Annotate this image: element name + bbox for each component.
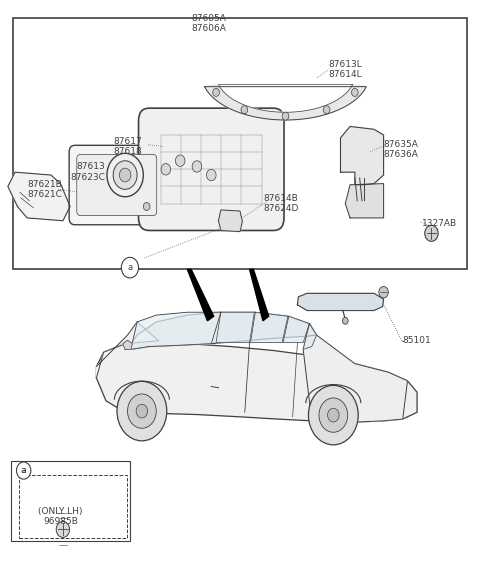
Circle shape <box>282 112 289 120</box>
Polygon shape <box>216 312 254 343</box>
Polygon shape <box>123 340 132 350</box>
Polygon shape <box>345 183 384 218</box>
Circle shape <box>342 317 348 324</box>
Circle shape <box>113 161 137 189</box>
Circle shape <box>323 105 330 113</box>
Text: 87613L
87614L: 87613L 87614L <box>328 60 362 79</box>
Circle shape <box>107 154 144 197</box>
Circle shape <box>319 398 348 432</box>
Text: 1327AB: 1327AB <box>422 219 457 228</box>
FancyBboxPatch shape <box>139 108 284 230</box>
Polygon shape <box>128 312 317 350</box>
Circle shape <box>120 168 131 182</box>
Text: 87621B
87621C: 87621B 87621C <box>27 179 62 199</box>
Circle shape <box>121 257 139 278</box>
Circle shape <box>144 202 150 210</box>
Polygon shape <box>283 316 310 343</box>
Text: a: a <box>21 466 26 475</box>
Text: 87635A
87636A: 87635A 87636A <box>384 140 419 159</box>
Polygon shape <box>340 127 384 185</box>
Circle shape <box>56 521 70 537</box>
Polygon shape <box>8 172 70 221</box>
Circle shape <box>136 405 148 418</box>
Polygon shape <box>187 269 214 321</box>
Circle shape <box>192 161 202 172</box>
Circle shape <box>117 382 167 441</box>
Circle shape <box>206 169 216 180</box>
Bar <box>12 18 468 269</box>
Text: a: a <box>21 466 26 475</box>
Circle shape <box>16 462 31 479</box>
Text: (ONLY LH)
96985B: (ONLY LH) 96985B <box>38 507 83 526</box>
Circle shape <box>213 88 219 96</box>
Polygon shape <box>298 293 384 311</box>
Polygon shape <box>218 210 242 231</box>
Circle shape <box>309 386 358 445</box>
Polygon shape <box>303 324 317 350</box>
Text: 87605A
87606A: 87605A 87606A <box>192 14 227 33</box>
Text: 87614B
87624D: 87614B 87624D <box>263 194 299 213</box>
Polygon shape <box>131 312 221 350</box>
Circle shape <box>175 155 185 167</box>
Polygon shape <box>96 322 158 378</box>
Circle shape <box>425 225 438 241</box>
Circle shape <box>379 286 388 298</box>
Polygon shape <box>96 341 417 422</box>
Polygon shape <box>204 85 366 120</box>
FancyBboxPatch shape <box>77 155 157 215</box>
Circle shape <box>161 164 170 175</box>
Circle shape <box>327 408 339 422</box>
Circle shape <box>241 105 248 113</box>
Text: 87613
87623C: 87613 87623C <box>70 163 105 182</box>
Text: a: a <box>127 263 132 272</box>
Polygon shape <box>303 324 408 422</box>
Circle shape <box>128 394 156 428</box>
Bar <box>11 461 130 541</box>
Text: 87617
87618: 87617 87618 <box>113 137 142 156</box>
FancyBboxPatch shape <box>69 146 164 225</box>
Text: 85101: 85101 <box>403 336 432 346</box>
Bar <box>19 475 127 538</box>
Polygon shape <box>301 295 380 309</box>
Circle shape <box>351 88 358 96</box>
Polygon shape <box>250 269 269 321</box>
Polygon shape <box>251 312 288 343</box>
